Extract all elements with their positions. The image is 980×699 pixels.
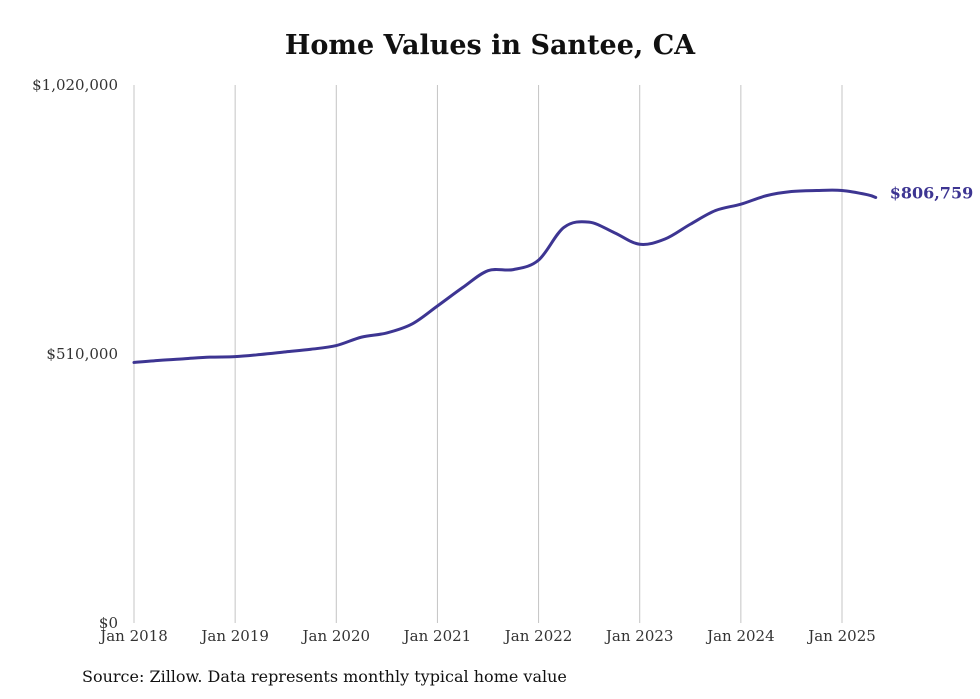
series-line: [132, 188, 878, 364]
x-tick-label: Jan 2025: [806, 627, 876, 645]
x-tick-label: Jan 2018: [98, 627, 168, 645]
x-tick-label: Jan 2023: [604, 627, 674, 645]
x-tick-label: Jan 2024: [705, 627, 775, 645]
x-tick-label: Jan 2022: [503, 627, 573, 645]
x-tick-label: Jan 2020: [301, 627, 371, 645]
chart-title: Home Values in Santee, CA: [284, 30, 696, 61]
y-tick-label: $0: [99, 614, 118, 632]
y-tick-label: $510,000: [46, 345, 118, 363]
y-tick-label: $1,020,000: [32, 76, 118, 94]
x-tick-label: Jan 2021: [402, 627, 472, 645]
source-note: Source: Zillow. Data represents monthly …: [82, 667, 567, 686]
x-tick-label: Jan 2019: [199, 627, 269, 645]
series-end-label: $806,759: [890, 183, 974, 202]
